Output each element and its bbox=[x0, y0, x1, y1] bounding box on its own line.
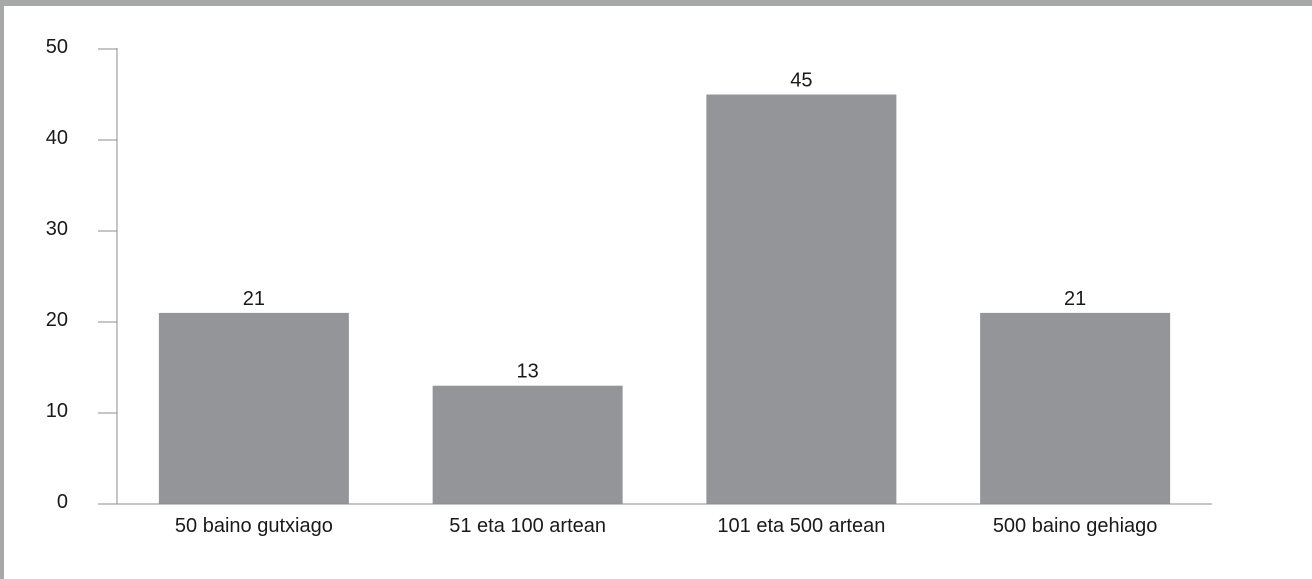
x-category-label: 101 eta 500 artean bbox=[717, 515, 885, 537]
data-labels-group: 21 13 45 21 bbox=[243, 70, 1087, 383]
y-tick-label: 40 bbox=[46, 127, 68, 149]
bar-value-label: 45 bbox=[790, 70, 812, 92]
x-category-label: 50 baino gutxiago bbox=[175, 515, 333, 537]
bar bbox=[980, 312, 1171, 504]
axes-group bbox=[98, 48, 1212, 505]
bar bbox=[432, 385, 623, 504]
y-tick-label: 20 bbox=[46, 309, 68, 331]
y-tick-label: 50 bbox=[46, 36, 68, 58]
x-axis-labels: 50 baino gutxiago 51 eta 100 artean 101 et… bbox=[175, 515, 1158, 537]
x-category-label: 51 eta 100 artean bbox=[449, 515, 606, 537]
y-tick-label: 0 bbox=[57, 491, 68, 513]
y-tick-label: 10 bbox=[46, 400, 68, 422]
y-axis-ticks: 0 10 20 30 40 50 bbox=[46, 36, 117, 513]
x-category-label: 500 baino gehiago bbox=[993, 515, 1158, 537]
bar bbox=[706, 94, 897, 504]
bar-value-label: 21 bbox=[243, 288, 265, 310]
bar-value-label: 13 bbox=[517, 361, 539, 383]
y-tick-label: 30 bbox=[46, 218, 68, 240]
bar-value-label: 21 bbox=[1064, 288, 1086, 310]
bars-group bbox=[158, 94, 1171, 504]
bar bbox=[158, 312, 349, 504]
